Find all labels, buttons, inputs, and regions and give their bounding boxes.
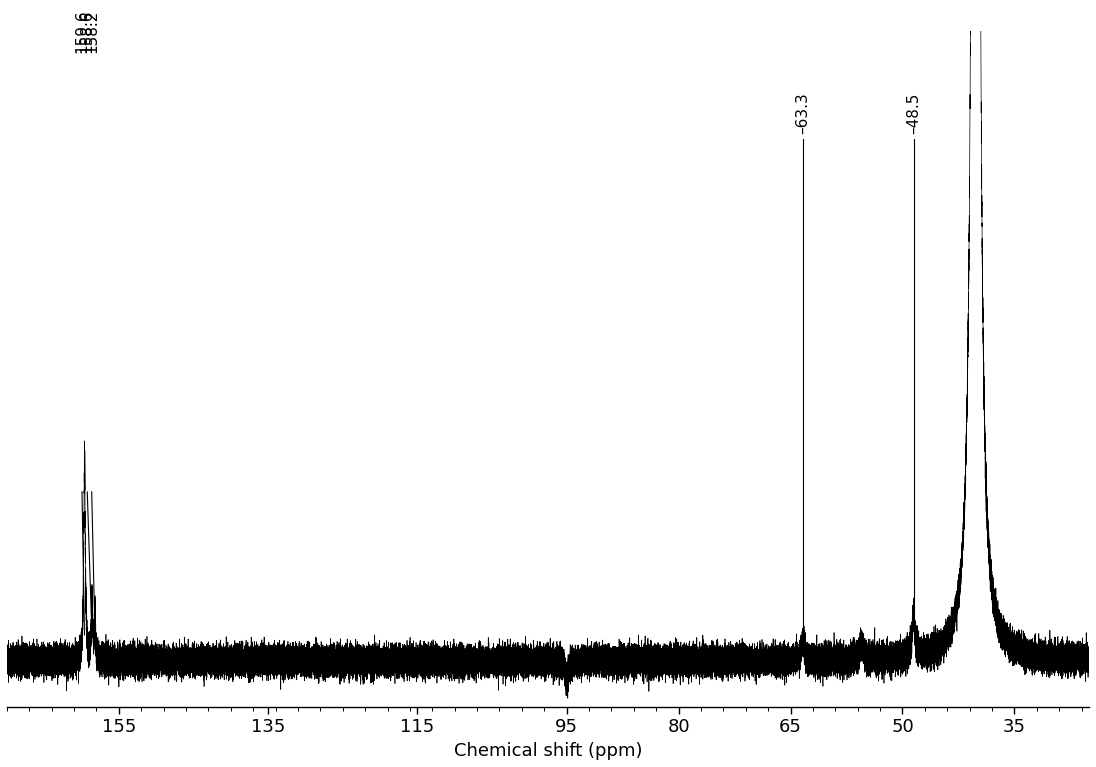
Text: –48.5: –48.5 [906, 92, 921, 133]
Text: 158.2: 158.2 [84, 10, 99, 54]
Text: 159.6: 159.6 [75, 10, 90, 54]
Text: 158.6: 158.6 [80, 10, 94, 54]
X-axis label: Chemical shift (ppm): Chemical shift (ppm) [454, 742, 642, 760]
Text: –63.3: –63.3 [796, 92, 811, 133]
